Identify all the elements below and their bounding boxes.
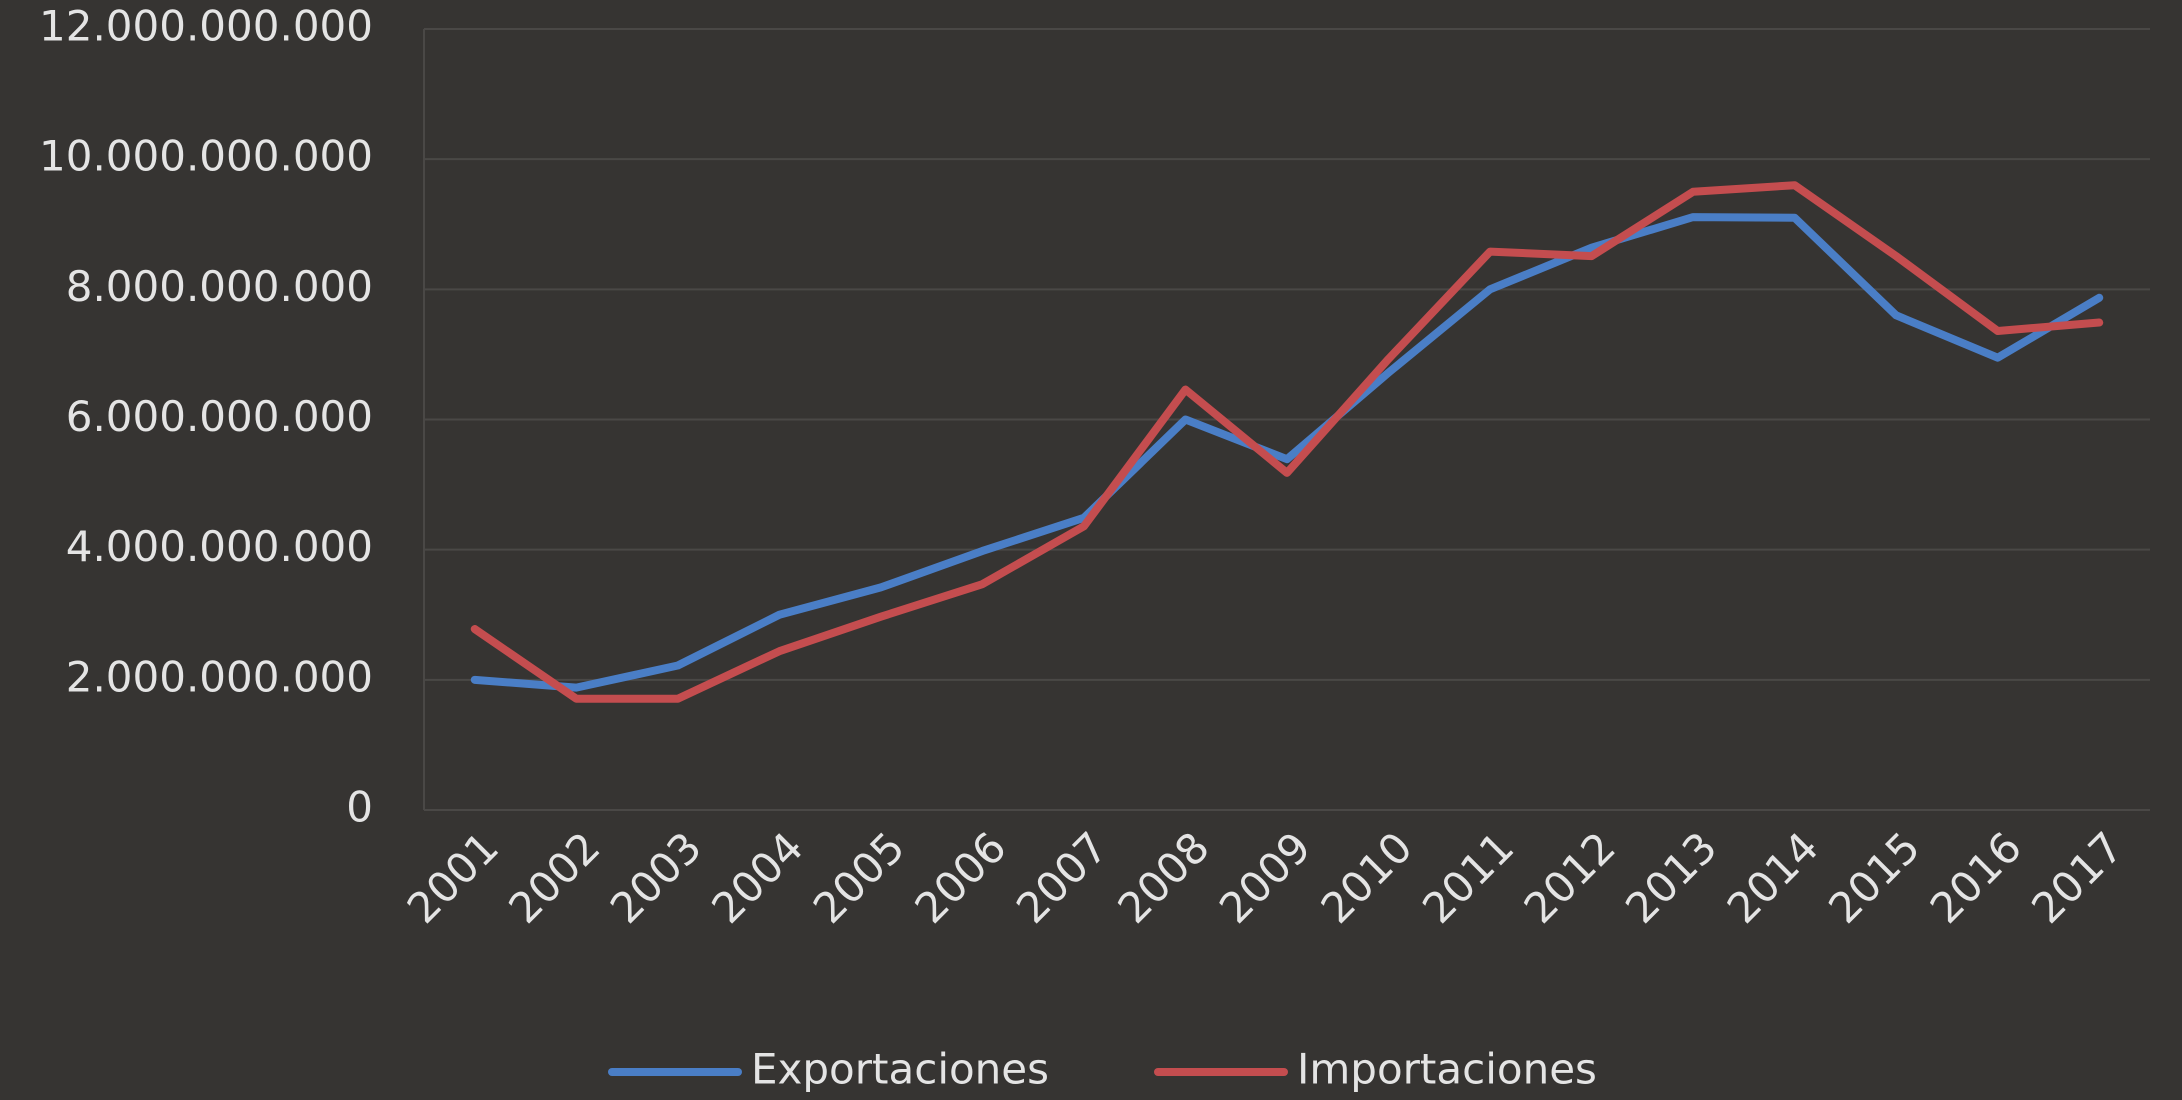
- legend-label: Importaciones: [1297, 1045, 1597, 1094]
- y-tick-label: 12.000.000.000: [39, 2, 373, 51]
- legend-label: Exportaciones: [751, 1045, 1049, 1094]
- y-tick-label: 4.000.000.000: [66, 522, 373, 571]
- series-line: [470, 181, 2104, 703]
- y-tick-label: 8.000.000.000: [66, 262, 373, 311]
- series-line: [470, 213, 2104, 692]
- y-tick-label: 2.000.000.000: [66, 652, 373, 701]
- y-tick-label: 10.000.000.000: [39, 132, 373, 181]
- y-tick-label: 0: [346, 783, 373, 832]
- y-tick-label: 6.000.000.000: [66, 392, 373, 441]
